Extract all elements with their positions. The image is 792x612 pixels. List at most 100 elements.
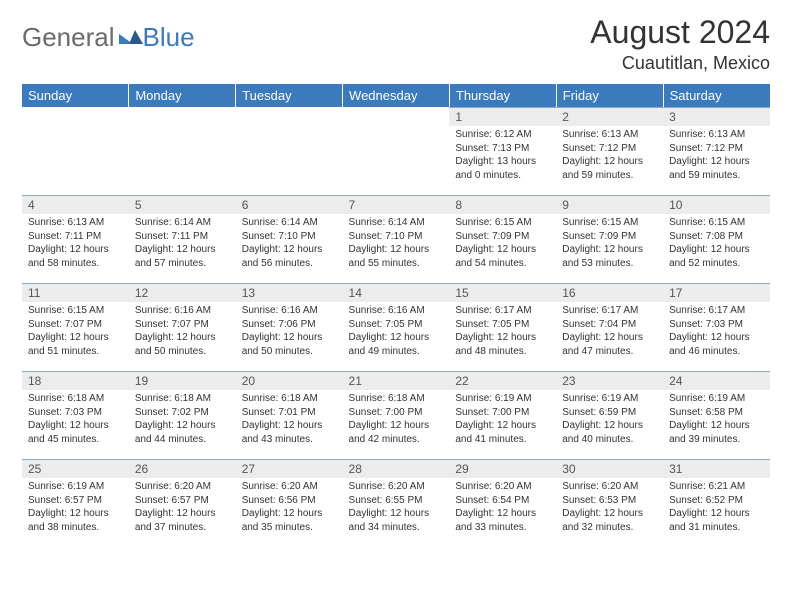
day-details: Sunrise: 6:18 AMSunset: 7:01 PMDaylight:… [236,390,343,450]
weekday-header: Sunday [22,84,129,107]
day-number: 8 [449,195,556,214]
calendar-cell: 26Sunrise: 6:20 AMSunset: 6:57 PMDayligh… [129,459,236,547]
day-number: 19 [129,371,236,390]
day-number: 15 [449,283,556,302]
day-details: Sunrise: 6:14 AMSunset: 7:10 PMDaylight:… [343,214,450,274]
calendar-cell: 12Sunrise: 6:16 AMSunset: 7:07 PMDayligh… [129,283,236,371]
day-number: 22 [449,371,556,390]
weekday-header: Monday [129,84,236,107]
brand-part1: General [22,22,115,53]
calendar-cell: 4Sunrise: 6:13 AMSunset: 7:11 PMDaylight… [22,195,129,283]
calendar-cell: 17Sunrise: 6:17 AMSunset: 7:03 PMDayligh… [663,283,770,371]
day-details: Sunrise: 6:16 AMSunset: 7:06 PMDaylight:… [236,302,343,362]
calendar-cell: 31Sunrise: 6:21 AMSunset: 6:52 PMDayligh… [663,459,770,547]
day-details: Sunrise: 6:14 AMSunset: 7:11 PMDaylight:… [129,214,236,274]
day-details: Sunrise: 6:13 AMSunset: 7:11 PMDaylight:… [22,214,129,274]
day-number: 27 [236,459,343,478]
calendar-cell: 29Sunrise: 6:20 AMSunset: 6:54 PMDayligh… [449,459,556,547]
day-number: 14 [343,283,450,302]
calendar-row: ........1Sunrise: 6:12 AMSunset: 7:13 PM… [22,107,770,195]
day-details: Sunrise: 6:19 AMSunset: 6:58 PMDaylight:… [663,390,770,450]
day-number: 24 [663,371,770,390]
day-details: Sunrise: 6:15 AMSunset: 7:09 PMDaylight:… [556,214,663,274]
calendar-cell: 14Sunrise: 6:16 AMSunset: 7:05 PMDayligh… [343,283,450,371]
day-number: 26 [129,459,236,478]
day-details: Sunrise: 6:18 AMSunset: 7:03 PMDaylight:… [22,390,129,450]
day-number: 25 [22,459,129,478]
weekday-header-row: Sunday Monday Tuesday Wednesday Thursday… [22,84,770,107]
month-title: August 2024 [590,14,770,51]
brand-logo: General Blue [22,22,195,53]
calendar-cell: 18Sunrise: 6:18 AMSunset: 7:03 PMDayligh… [22,371,129,459]
day-details: Sunrise: 6:13 AMSunset: 7:12 PMDaylight:… [556,126,663,186]
calendar-row: 18Sunrise: 6:18 AMSunset: 7:03 PMDayligh… [22,371,770,459]
calendar-cell: 22Sunrise: 6:19 AMSunset: 7:00 PMDayligh… [449,371,556,459]
calendar-cell: 21Sunrise: 6:18 AMSunset: 7:00 PMDayligh… [343,371,450,459]
calendar-cell: 16Sunrise: 6:17 AMSunset: 7:04 PMDayligh… [556,283,663,371]
weekday-header: Wednesday [343,84,450,107]
calendar-cell: 27Sunrise: 6:20 AMSunset: 6:56 PMDayligh… [236,459,343,547]
weekday-header: Saturday [663,84,770,107]
day-number: 12 [129,283,236,302]
calendar-cell: 19Sunrise: 6:18 AMSunset: 7:02 PMDayligh… [129,371,236,459]
calendar-row: 11Sunrise: 6:15 AMSunset: 7:07 PMDayligh… [22,283,770,371]
day-details: Sunrise: 6:12 AMSunset: 7:13 PMDaylight:… [449,126,556,186]
day-details: Sunrise: 6:16 AMSunset: 7:05 PMDaylight:… [343,302,450,362]
day-details: Sunrise: 6:20 AMSunset: 6:57 PMDaylight:… [129,478,236,538]
weekday-header: Tuesday [236,84,343,107]
calendar-cell: 11Sunrise: 6:15 AMSunset: 7:07 PMDayligh… [22,283,129,371]
calendar-row: 4Sunrise: 6:13 AMSunset: 7:11 PMDaylight… [22,195,770,283]
calendar-table: Sunday Monday Tuesday Wednesday Thursday… [22,84,770,547]
day-number: 1 [449,107,556,126]
day-number: 9 [556,195,663,214]
calendar-cell: 1Sunrise: 6:12 AMSunset: 7:13 PMDaylight… [449,107,556,195]
day-number: 28 [343,459,450,478]
day-number: 20 [236,371,343,390]
day-number: 29 [449,459,556,478]
day-details: Sunrise: 6:20 AMSunset: 6:56 PMDaylight:… [236,478,343,538]
calendar-cell: 20Sunrise: 6:18 AMSunset: 7:01 PMDayligh… [236,371,343,459]
weekday-header: Friday [556,84,663,107]
calendar-cell-empty: .. [236,107,343,195]
day-details: Sunrise: 6:15 AMSunset: 7:07 PMDaylight:… [22,302,129,362]
calendar-cell: 5Sunrise: 6:14 AMSunset: 7:11 PMDaylight… [129,195,236,283]
day-number: 3 [663,107,770,126]
calendar-cell: 24Sunrise: 6:19 AMSunset: 6:58 PMDayligh… [663,371,770,459]
day-number: 17 [663,283,770,302]
calendar-cell: 8Sunrise: 6:15 AMSunset: 7:09 PMDaylight… [449,195,556,283]
day-number: 21 [343,371,450,390]
day-details: Sunrise: 6:17 AMSunset: 7:03 PMDaylight:… [663,302,770,362]
day-number: 23 [556,371,663,390]
calendar-cell: 23Sunrise: 6:19 AMSunset: 6:59 PMDayligh… [556,371,663,459]
calendar-cell-empty: .. [343,107,450,195]
day-number: 11 [22,283,129,302]
day-number: 18 [22,371,129,390]
calendar-cell: 25Sunrise: 6:19 AMSunset: 6:57 PMDayligh… [22,459,129,547]
day-number: 31 [663,459,770,478]
brand-mark-icon [119,26,143,46]
calendar-cell: 30Sunrise: 6:20 AMSunset: 6:53 PMDayligh… [556,459,663,547]
day-details: Sunrise: 6:18 AMSunset: 7:02 PMDaylight:… [129,390,236,450]
calendar-cell: 7Sunrise: 6:14 AMSunset: 7:10 PMDaylight… [343,195,450,283]
day-details: Sunrise: 6:21 AMSunset: 6:52 PMDaylight:… [663,478,770,538]
calendar-cell: 2Sunrise: 6:13 AMSunset: 7:12 PMDaylight… [556,107,663,195]
day-details: Sunrise: 6:17 AMSunset: 7:05 PMDaylight:… [449,302,556,362]
calendar-cell: 9Sunrise: 6:15 AMSunset: 7:09 PMDaylight… [556,195,663,283]
day-details: Sunrise: 6:19 AMSunset: 6:59 PMDaylight:… [556,390,663,450]
day-number: 2 [556,107,663,126]
calendar-cell-empty: .. [22,107,129,195]
title-block: August 2024 Cuautitlan, Mexico [590,14,770,74]
day-details: Sunrise: 6:19 AMSunset: 7:00 PMDaylight:… [449,390,556,450]
location-label: Cuautitlan, Mexico [590,53,770,74]
calendar-cell-empty: .. [129,107,236,195]
day-details: Sunrise: 6:20 AMSunset: 6:55 PMDaylight:… [343,478,450,538]
brand-part2: Blue [143,22,195,53]
day-number: 5 [129,195,236,214]
day-details: Sunrise: 6:17 AMSunset: 7:04 PMDaylight:… [556,302,663,362]
day-number: 4 [22,195,129,214]
day-number: 10 [663,195,770,214]
day-details: Sunrise: 6:20 AMSunset: 6:54 PMDaylight:… [449,478,556,538]
calendar-cell: 10Sunrise: 6:15 AMSunset: 7:08 PMDayligh… [663,195,770,283]
weekday-header: Thursday [449,84,556,107]
day-number: 13 [236,283,343,302]
